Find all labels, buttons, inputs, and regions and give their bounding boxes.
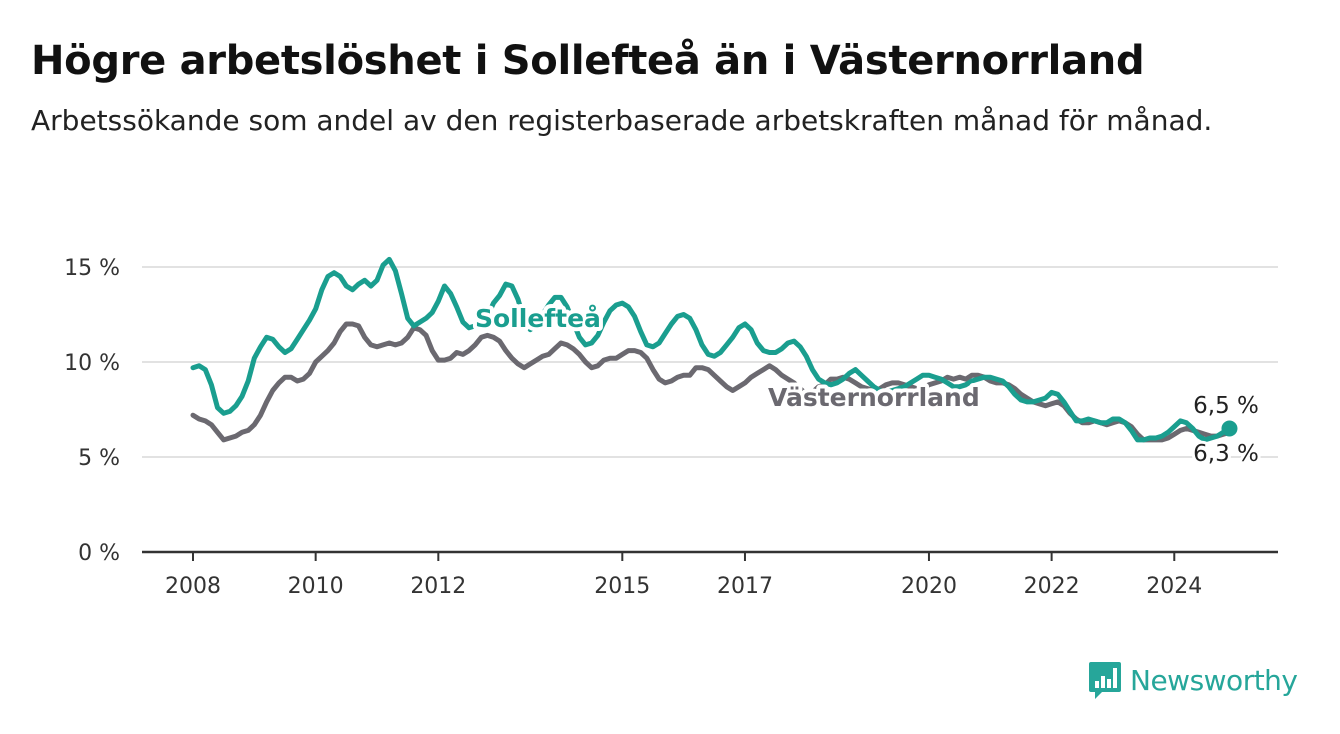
series-line-sollefte- [190,256,1232,443]
y-tick-label-10: 10 % [64,351,120,376]
y-tick-label-15: 15 % [64,256,120,281]
series-labels: Västernorrland 6,3 % Sollefteå 6,5 % [471,300,1262,470]
gridlines [142,266,1278,458]
y-tick-label-5: 5 % [78,446,120,471]
chart-title: Högre arbetslöshet i Sollefteå än i Väst… [31,38,1145,84]
x-axis: 2008 2010 2012 2015 2017 2020 2022 2024 [142,550,1278,599]
series-lines [190,256,1232,443]
series-end-label-v-sternorrland: 6,3 % [1193,441,1259,467]
series-end-label-sollefte-: 6,5 % [1193,393,1259,419]
series-label-sollefte-: Sollefteå [475,304,601,333]
chart-subtitle: Arbetssökande som andel av den registerb… [31,104,1213,137]
x-tick-label-2010: 2010 [288,574,344,599]
brand-name: Newsworthy [1130,663,1298,697]
x-tick-label-2022: 2022 [1024,574,1080,599]
series-label-v-sternorrland: Västernorrland [768,383,980,412]
x-tick-label-2008: 2008 [165,574,221,599]
y-tick-label-0: 0 % [78,541,120,566]
newsworthy-brand: Newsworthy [1088,660,1298,700]
x-tick-label-2024: 2024 [1146,574,1202,599]
x-tick-label-2015: 2015 [594,574,650,599]
x-tick-label-2012: 2012 [410,574,466,599]
x-tick-label-2017: 2017 [717,574,773,599]
series-line-v-sternorrland [190,321,1232,443]
y-axis-tick-labels: 0 % 5 % 10 % 15 % [64,256,120,566]
newsworthy-logo-icon [1089,662,1121,699]
series-end-marker-sollefte- [1221,420,1238,437]
x-tick-label-2020: 2020 [901,574,957,599]
